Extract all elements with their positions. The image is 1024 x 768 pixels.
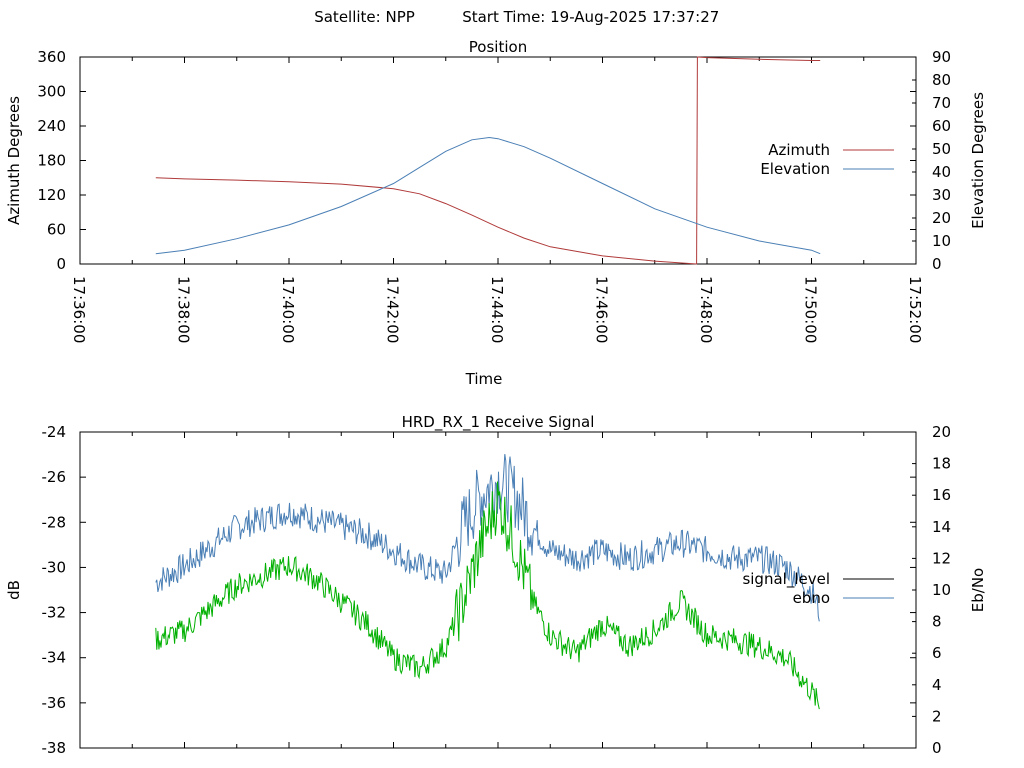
legend-label-signal-level: signal_level bbox=[742, 570, 830, 589]
y-tick-label: -30 bbox=[42, 558, 67, 576]
series-line-elevation bbox=[155, 136, 821, 255]
y2-tick-label: 30 bbox=[932, 186, 951, 204]
y-tick-label: -36 bbox=[42, 694, 67, 712]
y-tick-label: 360 bbox=[37, 48, 66, 66]
y2-tick-label: 16 bbox=[932, 486, 951, 504]
chart-title: HRD_RX_1 Receive Signal bbox=[402, 413, 595, 432]
series-line-ebno bbox=[155, 454, 820, 622]
y-tick-label: 300 bbox=[37, 83, 66, 101]
y2-tick-label: 2 bbox=[932, 707, 942, 725]
y2-tick-label: 0 bbox=[932, 739, 942, 757]
x-tick-label: 17:38:00 bbox=[175, 276, 193, 343]
x-tick-label: 17:52:00 bbox=[906, 276, 924, 343]
x-tick-label: 17:36:00 bbox=[70, 276, 88, 343]
y-axis-label: Azimuth Degrees bbox=[5, 96, 23, 225]
x-axis-label: Time bbox=[465, 370, 503, 388]
y2-tick-label: 90 bbox=[932, 48, 951, 66]
start-time-label: Start Time: 19-Aug-2025 17:37:27 bbox=[462, 8, 719, 26]
y2-axis-label: Elevation Degrees bbox=[969, 92, 987, 229]
y2-tick-label: 12 bbox=[932, 549, 951, 567]
y2-tick-label: 50 bbox=[932, 140, 951, 158]
legend-label-ebno: ebno bbox=[793, 589, 830, 607]
receive-signal-chart: HRD_RX_1 Receive Signal -38 -36 -34 -32 -30 -2… bbox=[5, 413, 987, 757]
chart-title: Position bbox=[469, 38, 527, 56]
y2-tick-label: 40 bbox=[932, 163, 951, 181]
x-tick-label: 17:50:00 bbox=[802, 276, 820, 343]
y2-tick-label: 70 bbox=[932, 94, 951, 112]
y-axis-label: dB bbox=[5, 580, 23, 600]
y-tick-label: -34 bbox=[42, 649, 67, 667]
y2-tick-label: 14 bbox=[932, 518, 951, 536]
y-tick-label: -24 bbox=[42, 423, 67, 441]
series-line-azimuth bbox=[155, 56, 821, 265]
y2-tick-label: 20 bbox=[932, 209, 951, 227]
y2-tick-label: 20 bbox=[932, 423, 951, 441]
y-tick-label: -32 bbox=[42, 604, 67, 622]
x-tick-label: 17:44:00 bbox=[488, 276, 506, 343]
y2-tick-label: 80 bbox=[932, 71, 951, 89]
header-title: Satellite: NPP Start Time: 19-Aug-2025 1… bbox=[281, 8, 743, 26]
y2-tick-label: 10 bbox=[932, 581, 951, 599]
y-tick-label: 60 bbox=[47, 221, 66, 239]
position-chart: Position 0 60 120 180 240 300 360 0 10 20 30 40 50 60 7… bbox=[5, 38, 987, 388]
y-tick-label: -28 bbox=[42, 513, 67, 531]
y2-tick-label: 4 bbox=[932, 676, 942, 694]
y2-tick-label: 10 bbox=[932, 232, 951, 250]
series-line-trace-2 bbox=[155, 481, 820, 710]
y-tick-label: 240 bbox=[37, 117, 66, 135]
y2-tick-label: 6 bbox=[932, 644, 942, 662]
legend-label-azimuth: Azimuth bbox=[768, 141, 830, 159]
y2-tick-label: 0 bbox=[932, 255, 942, 273]
y2-tick-label: 18 bbox=[932, 455, 951, 473]
legend-label-elevation: Elevation bbox=[760, 160, 830, 178]
satellite-label: Satellite: NPP bbox=[314, 8, 415, 26]
x-tick-label: 17:46:00 bbox=[593, 276, 611, 343]
y-tick-label: 180 bbox=[37, 152, 66, 170]
y2-axis-label: Eb/No bbox=[969, 568, 987, 612]
y-tick-label: -38 bbox=[42, 739, 67, 757]
x-tick-label: 17:40:00 bbox=[279, 276, 297, 343]
y-tick-label: -26 bbox=[42, 468, 67, 486]
x-tick-label: 17:48:00 bbox=[697, 276, 715, 343]
y2-tick-label: 60 bbox=[932, 117, 951, 135]
x-tick-label: 17:42:00 bbox=[384, 276, 402, 343]
y-tick-label: 0 bbox=[56, 255, 66, 273]
y2-tick-label: 8 bbox=[932, 613, 942, 631]
y-tick-label: 120 bbox=[37, 186, 66, 204]
